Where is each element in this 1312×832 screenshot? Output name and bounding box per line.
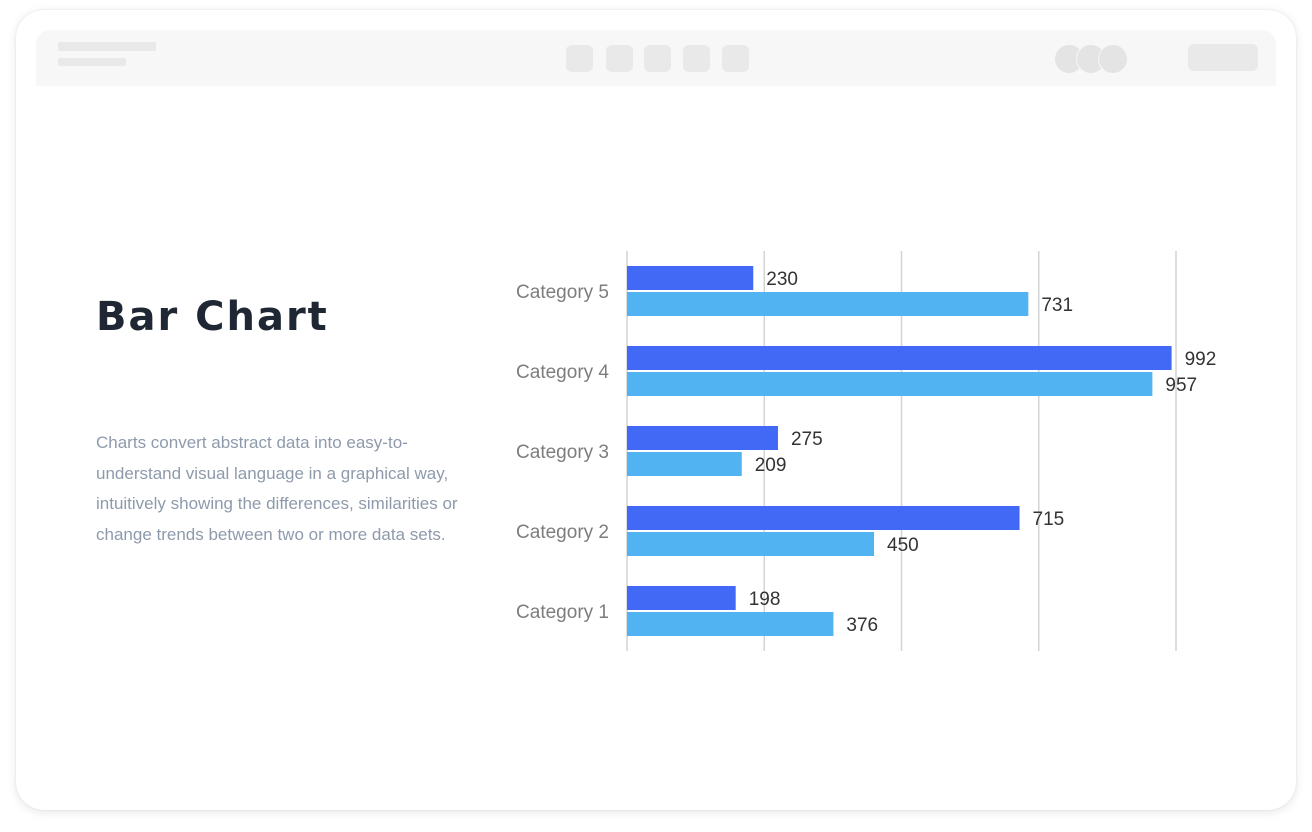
- avatar[interactable]: [1098, 44, 1128, 74]
- toolbar-button-5[interactable]: [722, 45, 749, 72]
- bar[interactable]: [627, 506, 1020, 530]
- toolbar-button-3[interactable]: [644, 45, 671, 72]
- bar[interactable]: [627, 372, 1153, 396]
- category-label: Category 2: [516, 522, 609, 543]
- data-label: 731: [1041, 295, 1073, 316]
- bar[interactable]: [627, 452, 742, 476]
- category-label: Category 1: [516, 602, 609, 623]
- data-label: 957: [1165, 375, 1197, 396]
- data-label: 450: [887, 535, 919, 556]
- category-label: Category 5: [516, 282, 609, 303]
- data-label: 230: [766, 269, 798, 290]
- data-label: 275: [791, 429, 823, 450]
- category-label: Category 4: [516, 362, 609, 383]
- category-label: Category 3: [516, 442, 609, 463]
- data-label: 992: [1185, 349, 1217, 370]
- toolbar-button-1[interactable]: [566, 45, 593, 72]
- data-label: 376: [846, 615, 878, 636]
- subtitle-placeholder: [58, 58, 126, 66]
- bar[interactable]: [627, 266, 754, 290]
- data-label: 715: [1033, 509, 1065, 530]
- page-title: Bar Chart: [96, 294, 329, 340]
- share-button[interactable]: [1188, 44, 1258, 71]
- toolbar-button-4[interactable]: [683, 45, 710, 72]
- window-toolbar: [36, 30, 1276, 86]
- bar[interactable]: [627, 426, 778, 450]
- bar[interactable]: [627, 292, 1029, 316]
- presentation-frame: Bar Chart Charts convert abstract data i…: [16, 10, 1296, 810]
- chart-description: Charts convert abstract data into easy-t…: [96, 433, 458, 544]
- toolbar-button-2[interactable]: [606, 45, 633, 72]
- bar-chart: Category 1 198 376 Category 2 715 450 Category…: [516, 251, 1217, 651]
- data-label: 209: [755, 455, 787, 476]
- data-label: 198: [749, 589, 781, 610]
- bar[interactable]: [627, 532, 875, 556]
- bar[interactable]: [627, 612, 834, 636]
- bar[interactable]: [627, 346, 1172, 370]
- title-placeholder: [58, 42, 156, 51]
- bar[interactable]: [627, 586, 736, 610]
